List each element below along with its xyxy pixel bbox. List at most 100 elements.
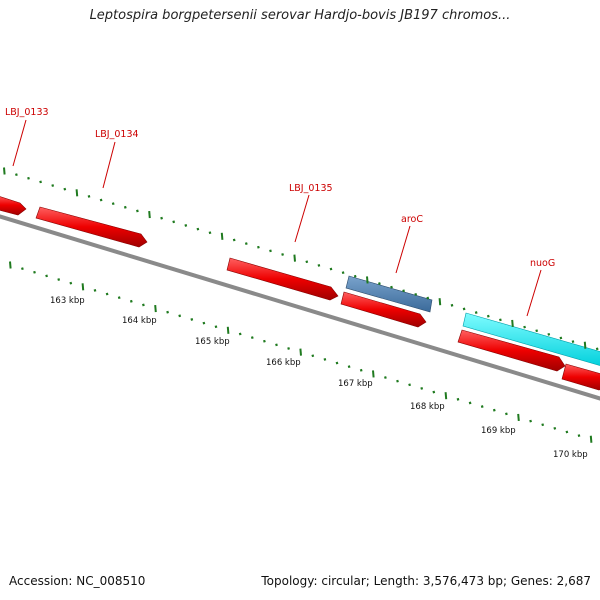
- gc-upper-tick: [511, 319, 514, 328]
- gc-upper-tick: [450, 303, 454, 307]
- gc-upper-tick: [27, 176, 30, 180]
- kbp-label-163: 163 kbp: [50, 296, 85, 306]
- gc-upper-tick: [257, 245, 260, 249]
- gc-upper-tick: [341, 271, 345, 275]
- gc-upper-tick: [499, 318, 502, 322]
- gc-lower-tick: [105, 292, 109, 296]
- gc-lower-tick: [408, 383, 411, 387]
- gene-label-aroc: aroC: [401, 214, 423, 225]
- gene-bar-aroc[interactable]: [345, 275, 433, 313]
- gc-upper-tick: [317, 263, 321, 267]
- gc-upper-tick: [148, 210, 151, 219]
- genome-backbone: [0, 214, 600, 401]
- gc-lower-tick: [589, 435, 593, 443]
- gene-arrow-arocx[interactable]: [340, 291, 427, 328]
- gc-upper-tick: [63, 187, 67, 191]
- kbp-label-170: 170 kbp: [553, 450, 588, 460]
- gc-lower-tick: [129, 299, 133, 303]
- gc-lower-tick: [69, 281, 73, 285]
- gc-lower-tick: [178, 314, 182, 318]
- map-title: Leptospira borgpetersenii serovar Hardjo…: [89, 8, 511, 23]
- leader-line-lbj0133: [12, 119, 27, 167]
- gc-content-track-upper: [3, 167, 599, 351]
- gene-label-lbj0133: LBJ_0133: [5, 107, 49, 118]
- gene-arrow-lbj0133[interactable]: [0, 195, 27, 216]
- gene-arrow-lbj0135[interactable]: [226, 257, 339, 301]
- gc-lower-tick: [565, 430, 569, 434]
- gc-upper-tick: [329, 267, 333, 271]
- gc-upper-tick: [196, 227, 200, 231]
- gene-arrow-next[interactable]: [561, 363, 600, 391]
- leader-line-aroc: [395, 225, 411, 274]
- gene-label-lbj0135: LBJ_0135: [289, 183, 333, 194]
- gc-upper-tick: [281, 253, 284, 256]
- gc-lower-tick: [505, 412, 508, 416]
- gc-upper-tick: [535, 329, 539, 333]
- kbp-label-168: 168 kbp: [410, 402, 445, 412]
- gc-lower-tick: [492, 408, 496, 412]
- gene-arrow-nuog-cds[interactable]: [457, 329, 566, 372]
- gc-upper-tick: [220, 232, 224, 240]
- gc-upper-tick: [559, 336, 563, 340]
- gc-lower-tick: [154, 304, 157, 313]
- gc-lower-tick: [359, 368, 363, 372]
- gc-upper-tick: [583, 341, 587, 349]
- gc-upper-tick: [136, 209, 139, 213]
- gc-upper-tick: [547, 332, 551, 336]
- gc-upper-tick: [39, 180, 42, 184]
- topology-text: Topology: circular; Length: 3,576,473 bp…: [261, 574, 591, 588]
- gc-lower-tick: [45, 274, 48, 278]
- gc-upper-tick: [172, 220, 176, 224]
- gc-lower-tick: [553, 426, 557, 430]
- gc-upper-tick: [353, 274, 357, 278]
- gc-lower-tick: [335, 361, 339, 365]
- gc-lower-tick: [311, 354, 315, 358]
- gc-lower-tick: [166, 310, 169, 314]
- gc-lower-tick: [93, 289, 97, 292]
- gc-lower-tick: [517, 413, 520, 422]
- gc-lower-tick: [250, 336, 254, 339]
- gc-upper-tick: [208, 231, 212, 235]
- gc-upper-tick: [426, 296, 430, 300]
- gc-lower-tick: [9, 261, 12, 269]
- gc-upper-tick: [390, 285, 393, 289]
- gc-lower-tick: [275, 343, 278, 347]
- gc-upper-tick: [111, 202, 115, 206]
- gc-upper-tick: [474, 311, 478, 314]
- gc-lower-tick: [21, 267, 24, 271]
- gc-upper-tick: [571, 340, 575, 343]
- gc-lower-tick: [226, 326, 230, 334]
- gc-upper-tick: [269, 249, 272, 253]
- gc-lower-tick: [117, 296, 121, 300]
- gc-lower-tick: [384, 376, 387, 379]
- gc-upper-tick: [366, 276, 369, 284]
- gc-upper-tick: [99, 198, 103, 202]
- gene-bar-nuog[interactable]: [462, 312, 600, 367]
- gc-upper-tick: [123, 205, 127, 209]
- gc-lower-tick: [202, 321, 206, 325]
- gc-lower-tick: [396, 379, 399, 383]
- leader-line-lbj0134: [102, 141, 116, 189]
- gc-lower-tick: [372, 370, 375, 378]
- gc-upper-tick: [305, 260, 309, 264]
- accession-text: Accession: NC_008510: [9, 574, 146, 588]
- gc-upper-tick: [15, 173, 18, 177]
- kbp-label-165: 165 kbp: [195, 337, 230, 347]
- gc-upper-tick: [184, 224, 188, 227]
- gc-content-track-lower: [9, 261, 593, 443]
- gc-upper-tick: [462, 307, 466, 311]
- leader-line-lbj0135: [294, 194, 310, 243]
- leader-line-nuog: [526, 269, 542, 317]
- gc-lower-tick: [347, 365, 351, 369]
- gc-upper-tick: [160, 216, 163, 220]
- gc-upper-tick: [232, 238, 236, 242]
- gc-lower-tick: [190, 318, 194, 321]
- gc-lower-tick: [456, 397, 460, 401]
- gc-lower-tick: [432, 390, 436, 394]
- gc-lower-tick: [577, 434, 581, 437]
- gc-lower-tick: [480, 405, 484, 408]
- gene-arrow-lbj0134[interactable]: [35, 206, 148, 248]
- gc-lower-tick: [57, 278, 61, 281]
- gc-upper-tick: [293, 254, 296, 262]
- gc-upper-tick: [486, 314, 490, 318]
